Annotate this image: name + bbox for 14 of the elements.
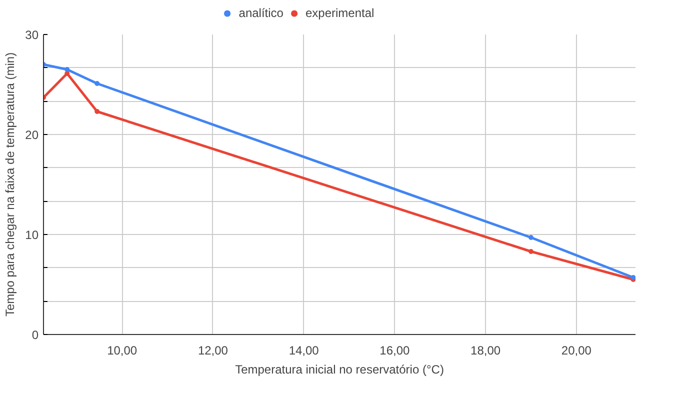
y-tick-label: 30	[25, 28, 39, 42]
x-tick-label: 14,00	[288, 344, 320, 358]
x-tick-label: 12,00	[198, 344, 228, 358]
x-tick-label: 10,00	[107, 344, 138, 358]
legend-label: analítico	[238, 6, 284, 20]
y-tick-label: 20	[25, 128, 39, 142]
x-tick-label: 20,00	[561, 344, 592, 358]
x-tick-label: 16,00	[380, 344, 410, 358]
y-tick-label: 10	[25, 228, 39, 242]
legend-label: experimental	[305, 6, 374, 20]
x-tick-label: 18,00	[470, 344, 501, 358]
y-axis-title: Tempo para chegar na faixa de temperatura (min)	[3, 52, 18, 317]
x-axis-title: Temperatura inicial no reservatório (°C)	[235, 362, 444, 376]
y-tick-label: 0	[32, 328, 39, 342]
